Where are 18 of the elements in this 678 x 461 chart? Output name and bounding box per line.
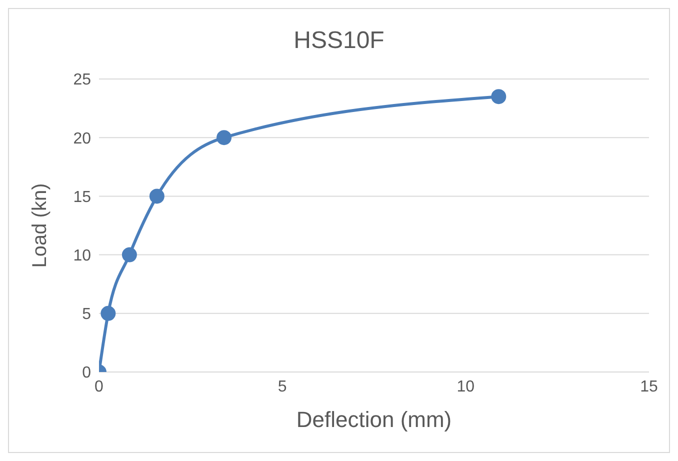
x-tick-label: 0	[94, 378, 104, 396]
point	[100, 306, 116, 321]
y-tick-label: 20	[73, 130, 92, 148]
point	[491, 89, 506, 104]
y-axis-title: Load (kn)	[29, 183, 52, 268]
chart-title: HSS10F	[292, 27, 386, 55]
y-tick-label: 15	[73, 188, 92, 206]
x-tick-label: 5	[278, 378, 287, 396]
y-tick-label: 10	[73, 247, 92, 264]
point	[149, 188, 164, 204]
y-tick-label: 5	[82, 306, 92, 324]
x-tick-label: 15	[640, 378, 658, 396]
y-tick-label: 0	[82, 364, 92, 382]
point	[122, 247, 137, 262]
x-tick-label: 10	[456, 378, 475, 396]
point	[216, 130, 232, 146]
y-tick-label: 25	[73, 72, 92, 89]
x-axis-title: Deflection (mm)	[296, 407, 452, 432]
